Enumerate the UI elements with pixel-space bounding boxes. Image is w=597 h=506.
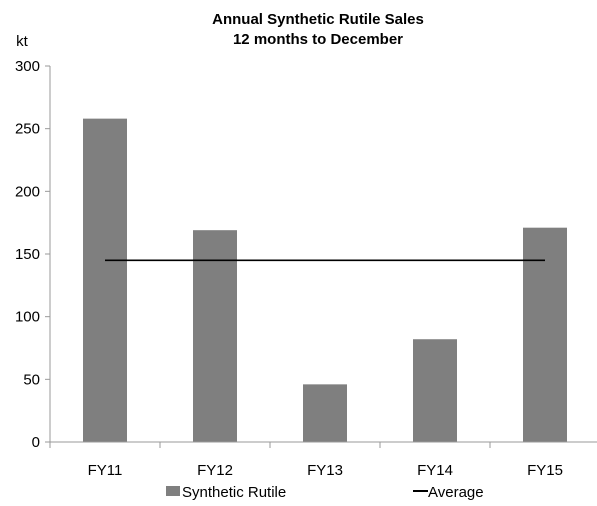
chart-subtitle: 12 months to December: [233, 31, 403, 48]
legend-swatch-synthetic-rutile: [166, 486, 180, 496]
y-tick-label: 250: [15, 121, 40, 138]
bar-fy14: [413, 339, 457, 442]
y-tick-label: 300: [15, 58, 40, 75]
x-tick-label: FY14: [417, 462, 453, 479]
y-tick-label: 50: [23, 371, 40, 388]
legend: Synthetic Rutile Average: [166, 484, 484, 501]
y-axis-ticks: 0 50 100 150 200 250 300: [15, 58, 50, 451]
bar-fy11: [83, 118, 127, 442]
x-tick-label: FY11: [88, 462, 123, 479]
y-tick-label: 100: [15, 309, 40, 326]
x-tick-label: FY13: [307, 462, 343, 479]
x-axis-ticks: FY11 FY12 FY13 FY14 FY15: [49, 442, 563, 479]
bar-fy13: [303, 384, 347, 442]
y-tick-label: 0: [32, 434, 40, 451]
legend-label-average: Average: [428, 484, 484, 501]
bar-fy12: [193, 230, 237, 442]
y-tick-label: 200: [15, 183, 40, 200]
y-tick-label: 150: [15, 246, 40, 263]
x-tick-label: FY15: [527, 462, 563, 479]
y-axis-unit-label: kt: [16, 33, 29, 50]
chart-title: Annual Synthetic Rutile Sales: [212, 11, 424, 28]
bar-series: [83, 118, 567, 442]
x-tick-label: FY12: [197, 462, 233, 479]
bar-fy15: [523, 227, 567, 442]
legend-label-synthetic-rutile: Synthetic Rutile: [182, 484, 286, 501]
